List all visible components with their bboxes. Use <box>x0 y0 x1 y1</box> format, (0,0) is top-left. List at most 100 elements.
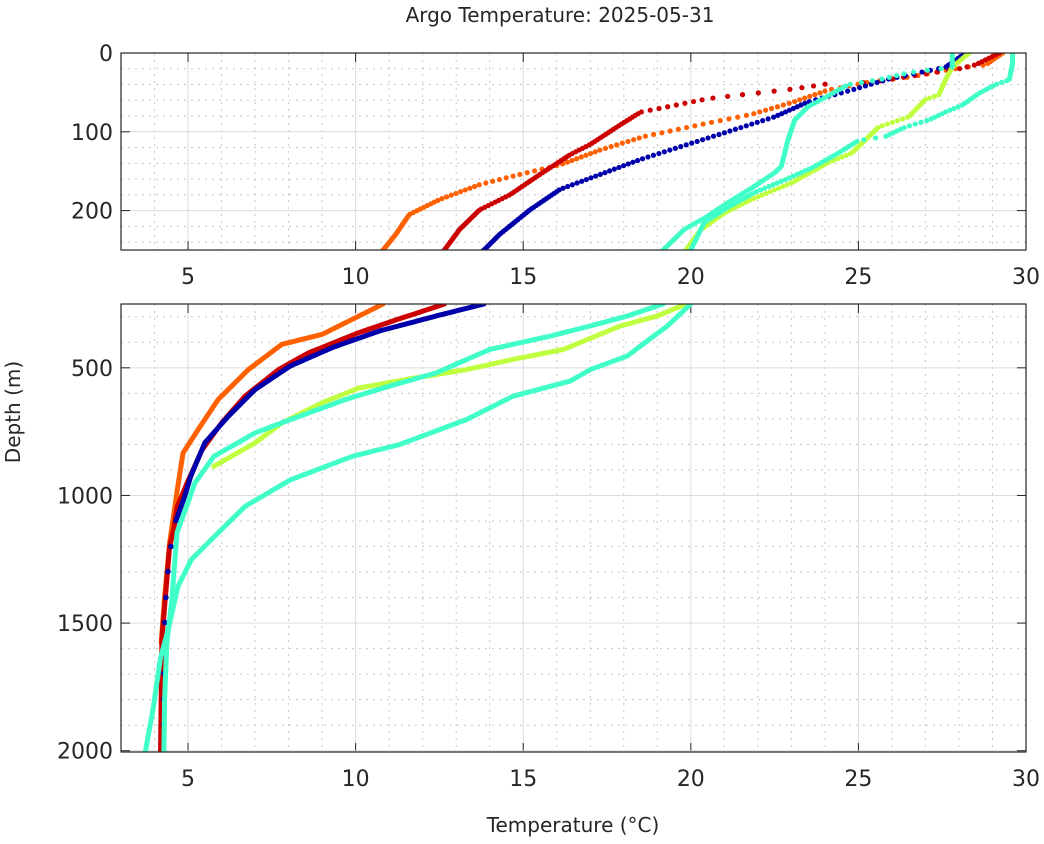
profile-blue-point <box>760 118 766 124</box>
profile-blue-point <box>786 107 793 113</box>
profile-blue-point <box>710 133 717 139</box>
profile-blue-point <box>607 168 613 174</box>
profile-yellowgreen-point <box>780 183 786 190</box>
profile-blue-point <box>705 135 711 141</box>
profile-blue-point <box>721 130 728 136</box>
profile-blue-point <box>560 185 566 191</box>
profile-cyan-a-point <box>894 72 900 79</box>
profile-orange-point <box>735 114 741 120</box>
x-tick-label: 20 <box>677 265 705 290</box>
profile-orange-point <box>574 156 580 162</box>
y-tick-label: 500 <box>71 357 113 382</box>
profile-cyan-a-point <box>879 76 885 82</box>
profile-blue-point <box>656 150 662 157</box>
profile-cyan-b-point <box>802 168 808 174</box>
profile-blue-point <box>738 124 744 131</box>
profile-blue-point <box>775 112 781 119</box>
profile-cyan-b-point <box>955 104 961 110</box>
profile-blue-point <box>754 119 760 125</box>
profile-orange-point <box>592 149 598 155</box>
chart-title: Argo Temperature: 2025-05-31 <box>406 3 715 27</box>
profile-cyan-b-line <box>143 304 694 752</box>
profile-yellowgreen-point <box>843 152 849 158</box>
profile-blue-point <box>621 163 627 169</box>
profile-cyan-b-point <box>762 185 768 191</box>
profile-red-point <box>665 104 671 110</box>
profile-yellowgreen-point <box>894 118 901 124</box>
profile-blue-point <box>165 568 171 575</box>
profile-orange-point <box>564 159 570 165</box>
profile-blue-point <box>782 109 789 115</box>
profile-orange-point <box>763 107 769 113</box>
profile-cyan-b-point <box>883 133 889 139</box>
profile-orange-point <box>667 128 673 134</box>
profile-red-point <box>682 100 688 106</box>
profile-orange-point <box>597 147 603 153</box>
profile-blue-point <box>569 182 575 188</box>
profile-cyan-b-point <box>928 116 934 122</box>
profile-orange-point <box>700 121 706 127</box>
profile-yellowgreen-point <box>879 123 885 129</box>
x-tick-label: 10 <box>342 265 370 290</box>
profile-yellowgreen-point <box>767 189 773 195</box>
profile-red-point <box>690 98 697 105</box>
profile-cyan-b-point <box>688 248 694 250</box>
profile-red-point <box>822 81 828 87</box>
profile-blue-point <box>565 183 571 190</box>
profile-orange-point <box>602 145 609 151</box>
profile-blue-point <box>672 145 678 151</box>
profile-cyan-b-point <box>906 123 913 129</box>
profile-blue-point <box>634 157 641 164</box>
profile-blue-point <box>593 173 599 179</box>
profile-orange-point <box>822 88 828 94</box>
profile-blue-point <box>845 88 851 94</box>
profile-blue-point <box>480 248 486 250</box>
profile-orange-point <box>483 180 489 186</box>
profile-cyan-b-point <box>786 175 792 181</box>
profile-red-point <box>799 85 805 91</box>
profile-yellowgreen-point <box>926 95 933 101</box>
profile-yellowgreen-line <box>211 304 689 469</box>
profile-blue-point <box>727 128 733 134</box>
profile-cyan-a-line <box>161 304 666 752</box>
profile-orange-point <box>642 133 648 139</box>
profile-blue-point <box>749 121 755 127</box>
profile-blue-point <box>743 123 749 129</box>
profile-orange-point <box>444 194 450 200</box>
profile-orange-point <box>457 189 464 195</box>
profile-orange-point <box>490 178 496 184</box>
profile-blue-point <box>667 147 673 153</box>
axes-box <box>120 303 1027 753</box>
profile-orange-point <box>496 176 503 183</box>
profile-blue-point <box>625 161 631 167</box>
y-tick-label: 1500 <box>57 612 113 637</box>
profile-yellowgreen-point <box>771 187 778 193</box>
profile-orange-point <box>439 196 445 202</box>
profile-cyan-b-point <box>782 176 788 183</box>
profile-red-point <box>647 107 653 113</box>
panel-lower: 5 10 15 20 25 30 500 1000 1500 2000 <box>57 303 1040 792</box>
profile-blue-point <box>588 175 594 181</box>
profile-blue-point <box>162 619 168 626</box>
profile-orange-point <box>532 168 538 174</box>
profile-orange-point <box>726 116 732 122</box>
profile-cyan-b-point <box>959 102 965 108</box>
profile-orange-point <box>651 131 657 138</box>
profile-orange-point <box>797 97 803 103</box>
profile-orange-point <box>717 118 723 124</box>
profile-cyan-b-point <box>766 183 772 190</box>
profile-yellowgreen-point <box>835 156 841 162</box>
profile-yellowgreen-point <box>847 150 854 157</box>
profile-cyan-b-point <box>999 79 1005 86</box>
profile-cyan-a-point <box>847 81 853 87</box>
profile-blue-point <box>765 116 771 122</box>
profile-blue-point <box>583 176 589 183</box>
profile-cyan-b-point <box>951 105 957 112</box>
profile-blue-point <box>771 114 777 120</box>
profile-cyan-b-point <box>947 107 953 113</box>
profile-cyan-a-point <box>901 71 907 77</box>
profile-cyan-b-point <box>861 137 867 143</box>
profile-blue-point <box>689 140 695 146</box>
profile-blue-point <box>790 105 796 112</box>
profile-blue-point <box>602 170 608 176</box>
